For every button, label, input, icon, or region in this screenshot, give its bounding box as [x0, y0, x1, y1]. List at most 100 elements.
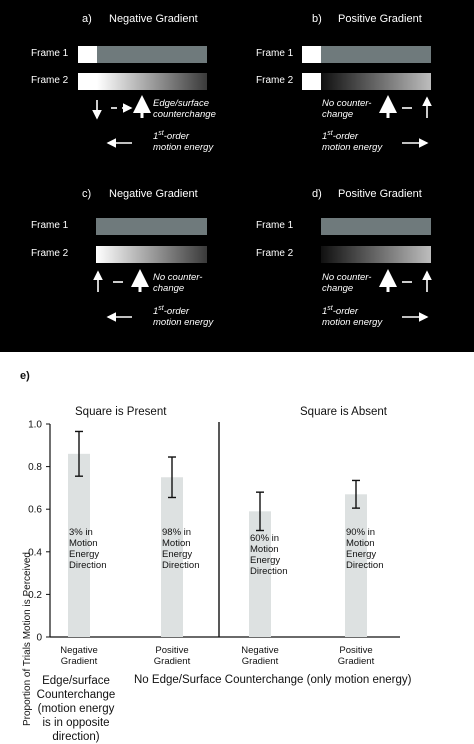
panel-c-edge-text: No counter- change [153, 272, 202, 294]
category-label: Gradient [61, 656, 98, 667]
category-label: Gradient [242, 656, 279, 667]
edge-text-line1: No counter- [153, 272, 203, 283]
panel-c-frame2-label: Frame 2 [31, 248, 69, 259]
edge-text-line2: counterchange [153, 109, 216, 120]
panel-d-title: Positive Gradient [338, 188, 422, 200]
category-label: Positive [339, 645, 372, 656]
bar-annotation: Energy [69, 549, 99, 560]
panel-e-chart: e) 0 0.2 0.4 0.6 0.8 1.0 Negative Gradient 3% in… [0, 352, 474, 744]
panel-a-frame2-gradient [97, 73, 207, 90]
panel-b-frame2-square [302, 73, 321, 90]
motion-text-line2: motion energy [322, 317, 383, 329]
panel-e-letter: e) [20, 370, 30, 382]
edge-text-line2: change [153, 283, 185, 294]
bar-annotation: Motion [69, 538, 98, 549]
motion-text-sup: st [327, 305, 333, 312]
panel-c-frame2-gradient [96, 246, 207, 263]
panel-d-edge-text: No counter- change [322, 272, 371, 294]
bottom-left-line2: Counterchange [36, 689, 116, 701]
bar-annotation: 60% in [250, 533, 279, 544]
panel-a-edge-text: Edge/surface counterchange [153, 98, 216, 120]
panel-b-frame1-label: Frame 1 [256, 48, 294, 59]
bar-annotation: 98% in [162, 527, 191, 538]
category-label: Negative [60, 645, 98, 656]
panel-b-arrows [379, 95, 432, 148]
y-tick-label: 0.2 [28, 590, 42, 601]
edge-text-line2: change [322, 109, 354, 120]
panel-a-letter: a) [82, 13, 92, 25]
panel-a-bars [78, 46, 207, 90]
bar-annotation: 90% in [346, 527, 375, 538]
y-tick-label: 0.6 [28, 505, 42, 516]
panel-a-frame1-label: Frame 1 [31, 48, 69, 59]
bar-annotation: Direction [346, 560, 384, 571]
panel-d-letter: d) [312, 188, 322, 200]
panel-c-motion-text: 1st-order motion energy [153, 303, 213, 328]
panel-a-frame2-square [78, 73, 97, 90]
bar-annotation: Motion [162, 538, 191, 549]
group-title-absent: Square is Absent [300, 406, 387, 418]
bar-annotation: Energy [346, 549, 376, 560]
bar-annotation: Direction [250, 566, 288, 577]
bar-annotation: Direction [162, 560, 200, 571]
motion-text-order: -order [332, 306, 359, 318]
y-tick-label: 0.8 [28, 462, 42, 473]
group-title-present: Square is Present [75, 406, 167, 418]
bar-annotation: Direction [69, 560, 107, 571]
motion-text-sup: st [158, 305, 164, 312]
bar-annotation: Motion [346, 538, 375, 549]
panel-a-frame1-bar [97, 46, 207, 63]
edge-text-line2: change [322, 283, 354, 294]
bottom-right-label: No Edge/Surface Counterchange (only moti… [134, 674, 412, 686]
edge-text-line1: Edge/surface [153, 98, 209, 109]
panel-c-letter: c) [82, 188, 92, 200]
category-label: Gradient [338, 656, 375, 667]
panel-b-edge-text: No counter- change [322, 98, 371, 120]
motion-text-num: 1 [322, 131, 328, 143]
panel-c-arrows [93, 269, 149, 322]
motion-text-order: -order [163, 306, 190, 318]
panel-b-frame2-label: Frame 2 [256, 75, 294, 86]
panel-d-frame1-label: Frame 1 [256, 220, 294, 231]
panel-b-motion-text: 1st-order motion energy [322, 128, 382, 153]
y-tick-label: 1.0 [28, 420, 42, 431]
bottom-left-line4: is in opposite [42, 717, 110, 729]
panel-d-frame2-label: Frame 2 [256, 248, 294, 259]
bar [161, 477, 183, 637]
motion-text-order: -order [163, 131, 190, 143]
edge-text-line1: No counter- [322, 98, 372, 109]
diagram-svg [78, 46, 432, 322]
motion-text-sup: st [158, 130, 164, 137]
motion-text-order: -order [332, 131, 359, 143]
bottom-left-line1: Edge/surface [42, 675, 110, 687]
panel-c-bars [96, 218, 207, 263]
panel-b-title: Positive Gradient [338, 13, 422, 25]
panel-a-frame1-square [78, 46, 97, 63]
bottom-left-line3: (motion energy [37, 703, 115, 715]
panel-a-motion-text: 1st-order motion energy [153, 128, 213, 153]
panel-a-arrows [92, 95, 151, 148]
motion-text-num: 1 [322, 306, 328, 318]
panel-b-frame2-gradient [321, 73, 431, 90]
category-label: Gradient [154, 656, 191, 667]
panel-b-bars [302, 46, 431, 90]
panel-d-frame1-bar [321, 218, 431, 235]
panel-b-frame1-square [302, 46, 321, 63]
panel-d-arrows [379, 269, 432, 322]
bar [249, 511, 271, 637]
bar-annotation: Energy [162, 549, 192, 560]
bottom-left-label: Edge/surface Counterchange (motion energ… [26, 674, 126, 744]
edge-text-line1: No counter- [322, 272, 372, 283]
motion-text-line2: motion energy [153, 142, 214, 154]
bar [68, 453, 90, 637]
bar [345, 494, 367, 637]
panel-a-frame2-label: Frame 2 [31, 75, 69, 86]
panel-a-title: Negative Gradient [109, 13, 198, 25]
motion-text-line2: motion energy [153, 317, 214, 329]
panel-c-frame1-bar [96, 218, 207, 235]
panel-b-frame1-bar [321, 46, 431, 63]
y-tick-label: 0 [36, 633, 42, 644]
bar-annotation: 3% in [69, 527, 93, 538]
panel-b-letter: b) [312, 13, 322, 25]
